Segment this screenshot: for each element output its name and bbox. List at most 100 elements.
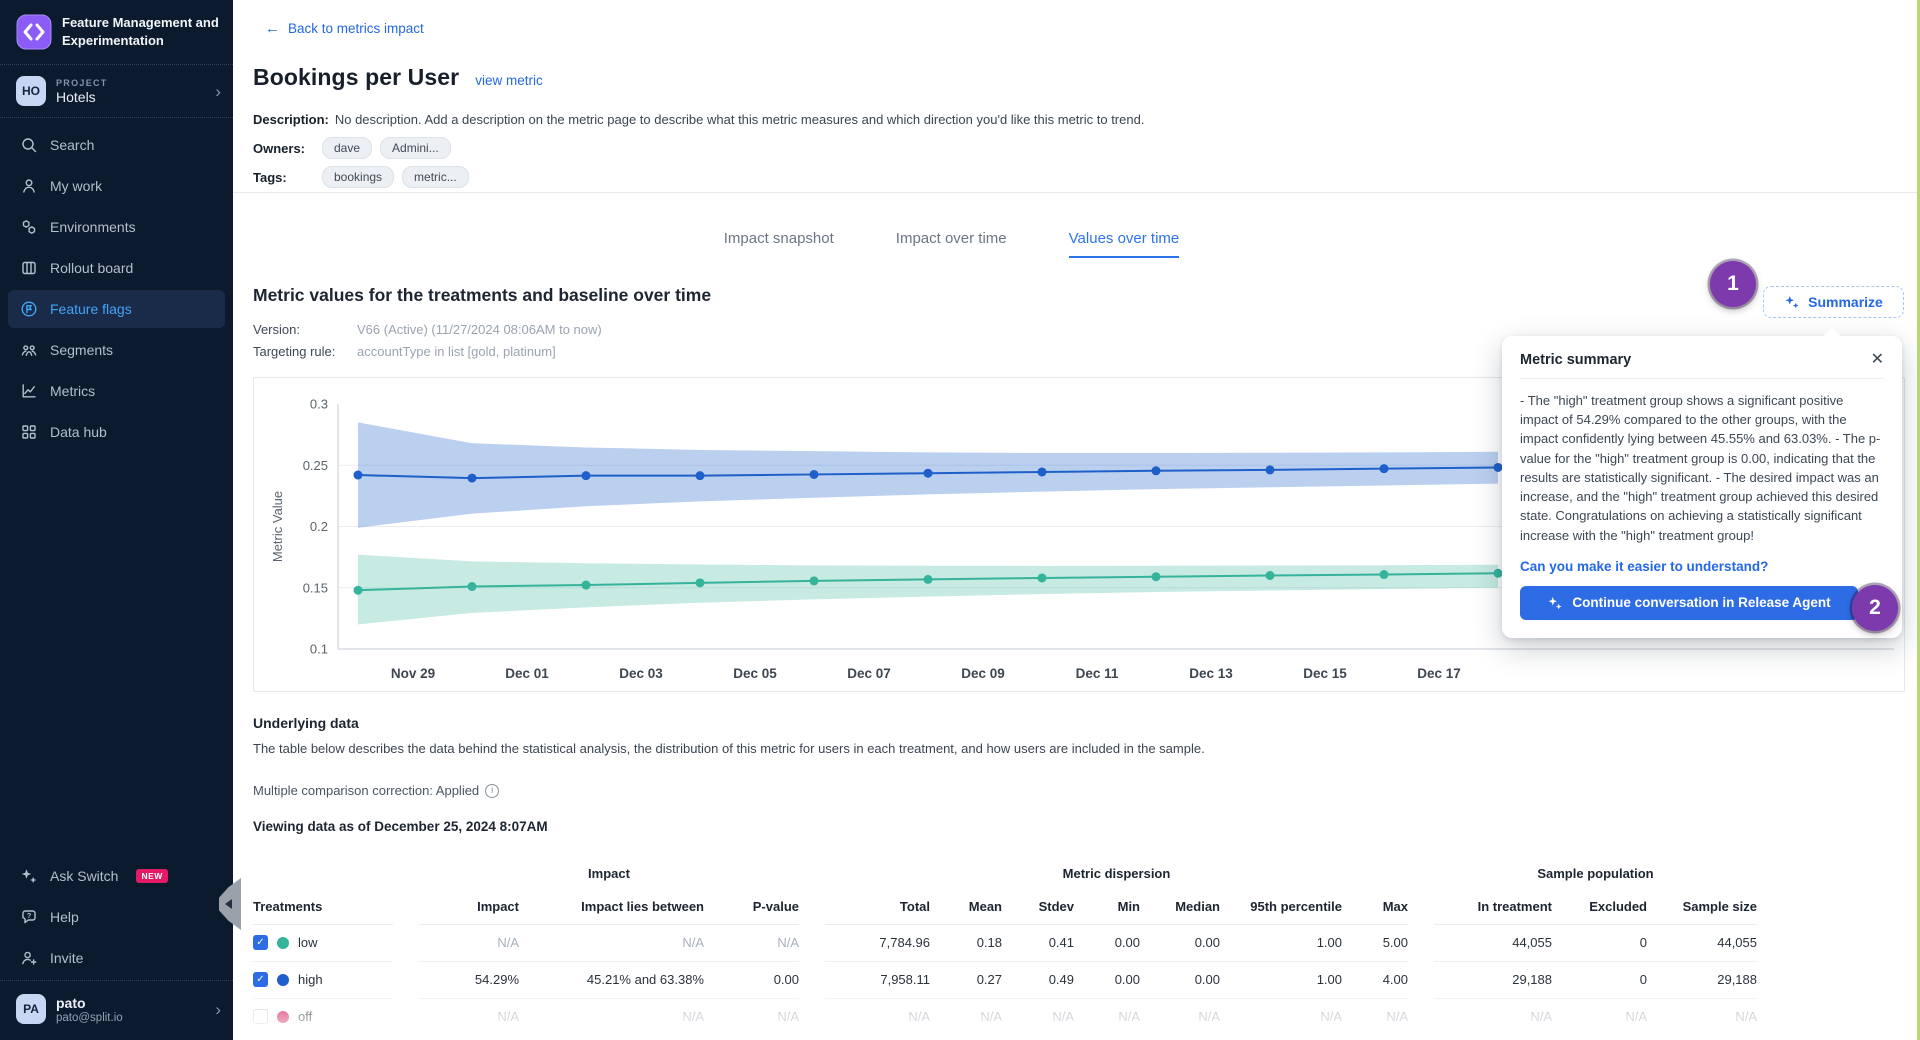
cell-low-in-treatment: 44,055 xyxy=(1434,924,1552,962)
tab-impact-snapshot[interactable]: Impact snapshot xyxy=(723,230,834,247)
info-icon[interactable]: i xyxy=(485,783,500,798)
popup-body: - The "high" treatment group shows a sig… xyxy=(1520,393,1881,543)
description-row: Description: No description. Add a descri… xyxy=(253,112,1144,127)
flag-icon xyxy=(20,300,38,318)
cell-high-mean: 0.27 xyxy=(930,961,1002,999)
sidebar-item-invite[interactable]: Invite xyxy=(8,939,225,977)
cell-high-p-value: 0.00 xyxy=(704,961,799,999)
chevron-right-icon: › xyxy=(215,999,221,1019)
project-label: PROJECT xyxy=(56,77,108,88)
col-header-impact-lies-between: Impact lies between xyxy=(519,890,704,925)
cell-off-max: N/A xyxy=(1386,1009,1408,1025)
version-label: Version: xyxy=(253,322,300,337)
cell-high-min: 0.00 xyxy=(1074,961,1140,999)
view-metric-link[interactable]: view metric xyxy=(475,73,543,88)
treatment-color-dot xyxy=(277,1010,289,1023)
easier-to-understand-link[interactable]: Can you make it easier to understand? xyxy=(1520,558,1769,574)
cell-high-max: 4.00 xyxy=(1342,961,1408,999)
owners-row: Owners: dave Admini... xyxy=(253,137,459,159)
user-email: pato@split.io xyxy=(56,1011,123,1024)
project-badge: HO xyxy=(16,76,46,106)
sidebar-item-data-hub[interactable]: Data hub xyxy=(8,413,225,451)
sidebar-item-my-work[interactable]: My work xyxy=(8,167,225,205)
sidebar-item-feature-flags[interactable]: Feature flags xyxy=(8,290,225,328)
treatment-checkbox-low[interactable]: ✓ xyxy=(253,935,268,950)
tags-row: Tags: bookings metric... xyxy=(253,166,477,188)
svg-text:Dec 13: Dec 13 xyxy=(1189,666,1233,681)
cell-off-stdev: N/A xyxy=(1052,1009,1074,1025)
sidebar-item-rollout-board[interactable]: Rollout board xyxy=(8,249,225,287)
cell-high-median: 0.00 xyxy=(1140,961,1220,999)
svg-text:Metric Value: Metric Value xyxy=(270,491,285,562)
tab-values-over-time[interactable]: Values over time xyxy=(1068,230,1180,258)
owner-pill[interactable]: Admini... xyxy=(380,137,451,159)
sidebar-item-ask-switch[interactable]: Ask Switch NEW xyxy=(8,857,225,895)
col-header-sample-size: Sample size xyxy=(1647,890,1757,925)
svg-text:0.25: 0.25 xyxy=(303,458,328,473)
svg-text:0.2: 0.2 xyxy=(310,519,328,534)
sidebar-footer: Ask Switch NEW? Help Invite PA pato pato@sp… xyxy=(0,857,233,1040)
table-row-off: off N/A N/A N/A N/A N/A N/A N/A N/A N/A N/A N/A N/A N… xyxy=(253,998,1757,1035)
sidebar-item-search[interactable]: Search xyxy=(8,126,225,164)
cell-off-min: N/A xyxy=(1118,1009,1140,1025)
owner-pill[interactable]: dave xyxy=(322,137,373,159)
cell-high-impact-lies-between: 45.21% and 63.38% xyxy=(519,961,704,999)
app-logo: Feature Management and Experimentation xyxy=(0,0,233,64)
sidebar-item-metrics[interactable]: Metrics xyxy=(8,372,225,410)
treatment-label: low xyxy=(298,935,318,950)
split-logo-icon xyxy=(16,14,52,50)
svg-text:Dec 01: Dec 01 xyxy=(505,666,549,681)
tag-pill[interactable]: metric... xyxy=(402,166,469,188)
table-header-row: Treatments Impact Impact lies between P-val… xyxy=(253,890,1757,925)
sidebar: Feature Management and Experimentation H… xyxy=(0,0,241,1040)
owners-label: Owners: xyxy=(253,140,306,156)
help-icon: ? xyxy=(20,908,38,926)
summarize-button[interactable]: Summarize xyxy=(1763,286,1904,318)
arrow-left-icon: ← xyxy=(265,20,280,37)
underlying-data-description: The table below describes the data behin… xyxy=(253,741,1205,756)
underlying-data-table: Impact Metric dispersion Sample population… xyxy=(253,856,1757,1035)
user-menu[interactable]: PA pato pato@split.io › xyxy=(0,981,233,1040)
cell-off-in-treatment: N/A xyxy=(1530,1009,1552,1025)
version-value: V66 (Active) (11/27/2024 08:06AM to now) xyxy=(357,322,602,337)
col-header-excluded: Excluded xyxy=(1552,890,1647,925)
treatment-checkbox-off[interactable] xyxy=(253,1009,268,1025)
sparkles-icon xyxy=(20,867,38,885)
svg-text:Dec 15: Dec 15 xyxy=(1303,666,1347,681)
tag-pill[interactable]: bookings xyxy=(322,166,395,188)
col-header-min: Min xyxy=(1074,890,1140,925)
sidebar-item-segments[interactable]: Segments xyxy=(8,331,225,369)
targeting-rule-row: Targeting rule: accountType in list [gold… xyxy=(253,344,556,359)
cell-low-max: 5.00 xyxy=(1342,924,1408,962)
cell-low-median: 0.00 xyxy=(1140,924,1220,962)
sidebar-item-environments[interactable]: Environments xyxy=(8,208,225,246)
group-header-sample-population: Sample population xyxy=(1537,865,1654,881)
cell-high-sample-size: 29,188 xyxy=(1647,961,1757,999)
segments-icon xyxy=(20,341,38,359)
datahub-icon xyxy=(20,423,38,441)
treatment-label: high xyxy=(298,972,323,987)
treatment-color-dot xyxy=(277,936,289,949)
user-icon xyxy=(20,177,38,195)
correction-row: Multiple comparison correction: Applied … xyxy=(253,783,500,798)
metrics-icon xyxy=(20,382,38,400)
close-icon[interactable]: ✕ xyxy=(1870,351,1884,368)
correction-text: Multiple comparison correction: Applied xyxy=(253,783,480,798)
screen-edge-marker xyxy=(1917,0,1920,1040)
description-text: No description. Add a description on the… xyxy=(334,112,1145,127)
col-header-p-value: P-value xyxy=(704,890,799,925)
back-link[interactable]: ← Back to metrics impact xyxy=(265,20,424,37)
targeting-value: accountType in list [gold, platinum] xyxy=(357,344,556,359)
tab-impact-over-time[interactable]: Impact over time xyxy=(895,230,1007,247)
col-header-impact: Impact xyxy=(419,890,519,925)
cell-off-sample-size: N/A xyxy=(1735,1009,1757,1025)
continue-release-agent-button[interactable]: Continue conversation in Release Agent xyxy=(1520,585,1858,620)
rollout-icon xyxy=(20,259,38,277)
col-header-treatments: Treatments xyxy=(253,890,393,925)
divider xyxy=(233,192,1920,193)
sidebar-item-help[interactable]: ? Help xyxy=(8,898,225,936)
project-name: Hotels xyxy=(56,88,96,105)
project-selector[interactable]: HO PROJECT Hotels › xyxy=(0,65,233,117)
treatment-checkbox-high[interactable]: ✓ xyxy=(253,972,268,987)
cell-off-mean: N/A xyxy=(980,1009,1002,1025)
